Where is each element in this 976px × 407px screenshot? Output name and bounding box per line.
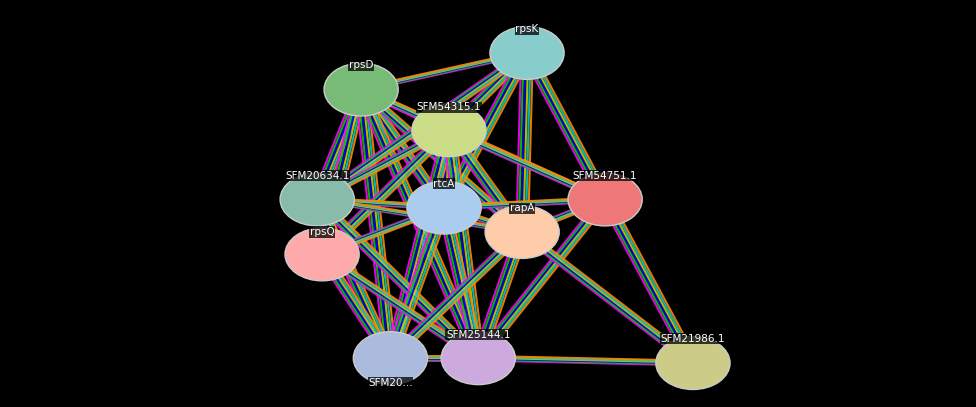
Text: SFM20634.1: SFM20634.1	[285, 171, 349, 181]
Ellipse shape	[568, 173, 642, 226]
Ellipse shape	[324, 63, 398, 116]
Text: rpsK: rpsK	[515, 24, 539, 34]
Ellipse shape	[280, 173, 354, 226]
Text: rpsQ: rpsQ	[309, 227, 335, 237]
Ellipse shape	[656, 337, 730, 389]
Text: rpsD: rpsD	[348, 60, 374, 70]
Text: SFM21986.1: SFM21986.1	[661, 334, 725, 344]
Text: SFM54751.1: SFM54751.1	[573, 171, 637, 181]
Ellipse shape	[441, 332, 515, 385]
Ellipse shape	[407, 181, 481, 234]
Ellipse shape	[485, 206, 559, 258]
Ellipse shape	[285, 228, 359, 281]
Ellipse shape	[490, 26, 564, 79]
Text: rapA: rapA	[509, 204, 535, 213]
Text: rtcA: rtcA	[433, 179, 455, 189]
Text: SFM54315.1: SFM54315.1	[417, 102, 481, 112]
Text: SFM20...: SFM20...	[368, 378, 413, 387]
Text: SFM25144.1: SFM25144.1	[446, 330, 510, 339]
Ellipse shape	[353, 332, 427, 385]
Ellipse shape	[412, 104, 486, 157]
